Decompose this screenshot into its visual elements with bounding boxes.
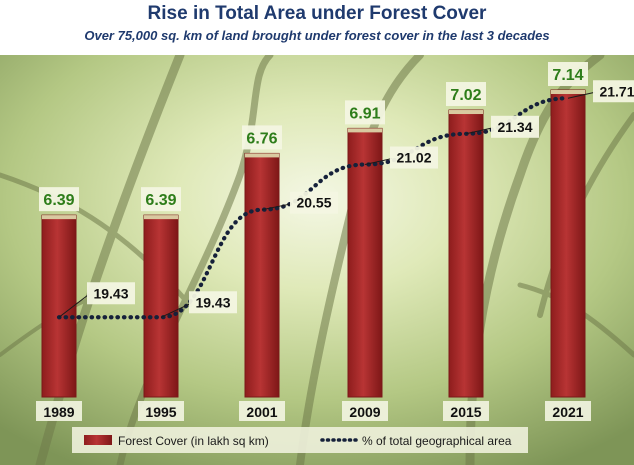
line-value-label-2015: 21.34 <box>497 119 532 135</box>
bar-cap-1995 <box>144 215 178 220</box>
line-value-label-1989: 19.43 <box>93 285 128 301</box>
x-tick-box-2001 <box>239 401 285 421</box>
bar-value-box-2001 <box>242 125 282 150</box>
line-value-box-2021 <box>593 80 634 103</box>
x-tick-box-2021 <box>545 401 591 421</box>
bars-layer <box>41 89 586 398</box>
leader-line-2021 <box>567 91 596 99</box>
bar-cap-2001 <box>245 153 279 158</box>
bar-value-label-2001: 6.76 <box>246 130 277 147</box>
legend-box <box>72 427 528 453</box>
forest-cover-chart: 6.39 6.39 6.76 6.91 7.02 7.14 19.43 19.43 20.55 2… <box>0 55 634 465</box>
bar-2009 <box>347 127 383 398</box>
x-tick-label-1989: 1989 <box>43 404 74 420</box>
bar-cap-2009 <box>348 128 382 133</box>
bar-value-label-2021: 7.14 <box>552 67 583 84</box>
bar-value-label-2015: 7.02 <box>450 87 481 104</box>
bar-2021 <box>550 89 586 398</box>
bar-value-box-2009 <box>345 100 385 125</box>
bar-value-box-1989 <box>39 187 79 212</box>
bar-1989 <box>41 214 77 398</box>
legend-bar-label: Forest Cover (in lakh sq km) <box>118 434 269 448</box>
line-value-box-2009 <box>390 146 438 169</box>
x-tick-box-2009 <box>342 401 388 421</box>
legend-line-label: % of total geographical area <box>362 434 512 448</box>
x-tick-labels: 1989 1995 2001 2009 2015 2021 <box>36 401 591 421</box>
x-tick-label-2001: 2001 <box>246 404 277 420</box>
legend: Forest Cover (in lakh sq km) % of total … <box>72 427 528 453</box>
line-value-label-2001: 20.55 <box>296 195 331 211</box>
bar-2001 <box>244 152 280 398</box>
x-tick-box-1989 <box>36 401 82 421</box>
x-tick-box-2015 <box>443 401 489 421</box>
bar-value-box-1995 <box>141 187 181 212</box>
bar-2015 <box>448 109 484 398</box>
bar-cap-2021 <box>551 90 585 95</box>
x-tick-label-2015: 2015 <box>450 404 481 420</box>
legend-bar-swatch <box>84 435 112 445</box>
x-tick-label-2009: 2009 <box>349 404 380 420</box>
x-tick-label-2021: 2021 <box>552 404 583 420</box>
bar-value-label-1995: 6.39 <box>145 192 176 209</box>
line-value-box-1995 <box>189 291 237 314</box>
leader-line-2001 <box>261 203 293 211</box>
bar-value-label-1989: 6.39 <box>43 192 74 209</box>
leader-line-2009 <box>364 158 393 166</box>
bar-cap-1989 <box>42 215 76 220</box>
x-tick-box-1995 <box>138 401 184 421</box>
leader-line-1989 <box>58 293 90 318</box>
bar-value-label-2009: 6.91 <box>349 105 380 122</box>
line-value-label-1995: 19.43 <box>195 294 230 310</box>
chart-title: Rise in Total Area under Forest Cover <box>147 3 487 24</box>
bar-cap-2015 <box>449 110 483 115</box>
line-value-label-2021: 21.71 <box>599 83 634 99</box>
line-value-label-2009: 21.02 <box>396 150 431 166</box>
bar-value-box-2015 <box>446 82 486 107</box>
line-value-box-2015 <box>491 115 539 138</box>
leader-line-1995 <box>160 302 192 318</box>
line-value-box-1989 <box>87 282 135 305</box>
bar-value-box-2021 <box>548 62 588 87</box>
x-tick-label-1995: 1995 <box>145 404 176 420</box>
leader-line-2015 <box>465 127 494 135</box>
bar-1995 <box>143 214 179 398</box>
labels-layer: 6.39 6.39 6.76 6.91 7.02 7.14 19.43 19.43 20.55 2… <box>39 62 634 318</box>
line-value-box-2001 <box>290 191 338 214</box>
chart-subtitle: Over 75,000 sq. km of land brought under… <box>84 28 550 43</box>
